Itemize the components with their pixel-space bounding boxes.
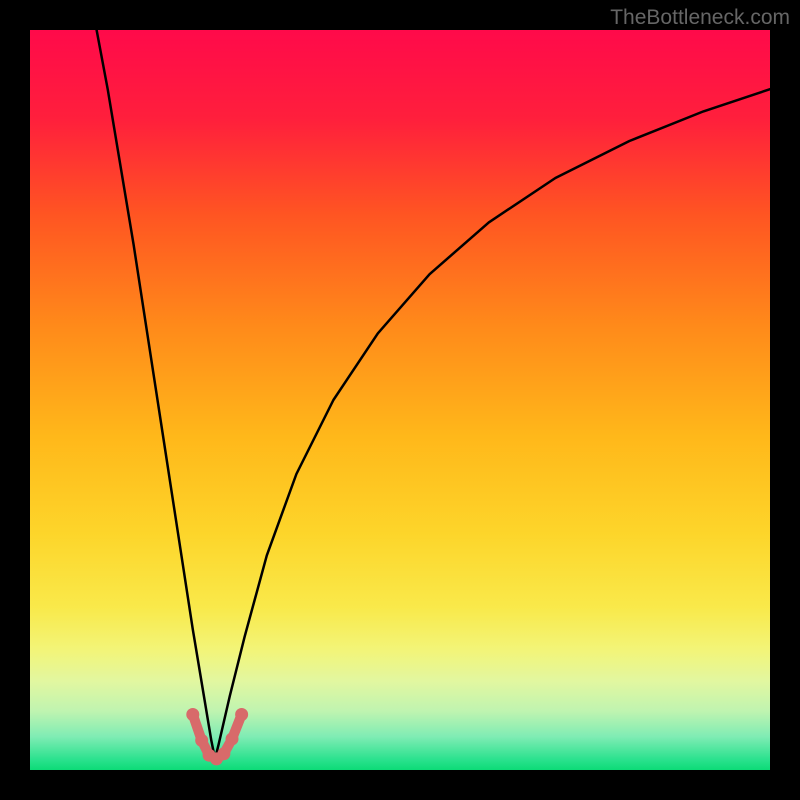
marker-dot: [195, 734, 208, 747]
marker-dot: [235, 708, 248, 721]
chart-svg: [30, 30, 770, 770]
plot-area: [30, 30, 770, 770]
marker-dot: [217, 747, 230, 760]
marker-dot: [186, 708, 199, 721]
watermark-text: TheBottleneck.com: [610, 6, 790, 30]
marker-dot: [226, 732, 239, 745]
curve-line: [97, 30, 770, 759]
